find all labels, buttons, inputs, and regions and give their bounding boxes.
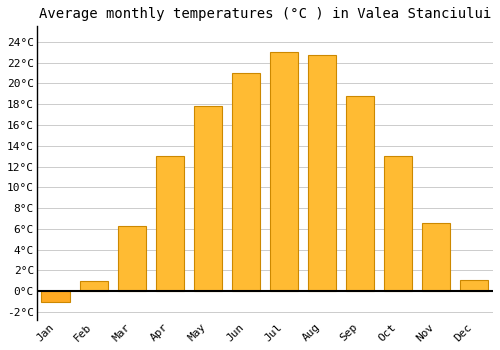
Title: Average monthly temperatures (°C ) in Valea Stanciului: Average monthly temperatures (°C ) in Va…	[39, 7, 491, 21]
Bar	[80, 281, 108, 291]
Bar	[384, 156, 412, 291]
Bar	[42, 291, 70, 302]
Bar	[118, 226, 146, 291]
Bar	[194, 106, 222, 291]
Bar	[156, 156, 184, 291]
Bar	[422, 223, 450, 291]
Bar	[346, 96, 374, 291]
Bar	[308, 55, 336, 291]
Bar	[270, 52, 298, 291]
Bar	[460, 280, 488, 291]
Bar	[232, 73, 260, 291]
